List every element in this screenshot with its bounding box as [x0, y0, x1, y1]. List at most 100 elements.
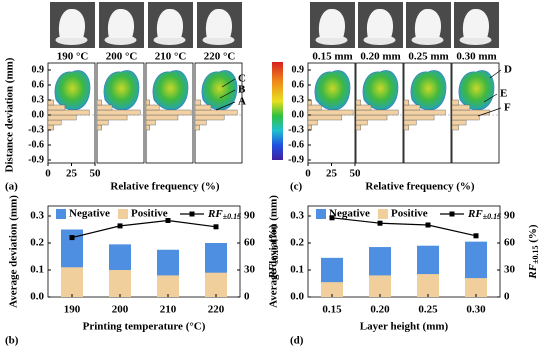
annotation: B [238, 84, 246, 96]
legend-marker [449, 211, 455, 217]
y2-tick-label: 90 [244, 210, 256, 222]
x-tick-label: 0.15 [322, 304, 342, 316]
panel-name: 200 °C [106, 51, 138, 63]
bar [321, 282, 343, 297]
histogram-bar [96, 114, 128, 121]
annotation: C [238, 73, 246, 85]
deviation-map [314, 70, 351, 111]
y2-axis-label-part: RF [527, 263, 539, 279]
histogram-bar [194, 109, 238, 116]
panel-name: 0.30 mm [456, 51, 496, 63]
y-tick-label: 0.9 [292, 64, 305, 75]
y2-axis-label: RF±0.15 (%) [527, 224, 540, 279]
legend-label: RF±0.15 [207, 208, 241, 221]
deviation-map [410, 70, 447, 111]
legend-label: RF±0.15 [467, 208, 501, 221]
plot-frame [47, 205, 241, 298]
bar [109, 270, 131, 297]
histogram-bar [355, 109, 399, 116]
x-axis-label: Relative frequency (%) [110, 181, 219, 193]
annotation-line [477, 107, 502, 117]
panel-name: 0.25 mm [408, 51, 448, 63]
y-tick-label: 0.3 [30, 210, 44, 222]
y2-axis-label-part: (%) [267, 224, 279, 245]
x-axis-label: Layer height (mm) [360, 321, 449, 333]
panel-name: 210 °C [155, 51, 187, 63]
histogram-bar [307, 124, 312, 131]
deviation-map [201, 70, 238, 111]
y2-axis-label-part: RF [267, 263, 279, 279]
deviation-map [152, 70, 189, 111]
panel-name: 220 °C [204, 51, 236, 63]
rf-marker [117, 223, 123, 229]
histogram-bar [307, 114, 343, 121]
y-axis-label: Average deviation (mm) [8, 195, 20, 308]
histogram-bar [307, 104, 322, 111]
y2-tick-label: 30 [504, 264, 516, 276]
legend-name: RF [467, 208, 483, 220]
x-axis-label: Printing temperature (°C) [83, 321, 206, 333]
rf-line [331, 217, 477, 237]
y-tick-label: 0.0 [32, 109, 45, 120]
histogram-bar [403, 114, 435, 121]
x-axis-label: Relative frequency (%) [365, 181, 474, 193]
legend-name: RF [207, 208, 223, 220]
panel-name: 0.15 mm [312, 51, 352, 63]
x-tick-label: 50 [350, 168, 362, 180]
histogram-bar [403, 109, 446, 116]
annotation-line [215, 101, 236, 111]
annotation-line [489, 69, 502, 79]
annotation: E [500, 88, 507, 100]
histogram-bar [307, 119, 318, 126]
legend-swatch [316, 209, 326, 219]
panel-label: (c) [290, 181, 303, 193]
histogram-bar [355, 124, 361, 131]
histogram-bar [403, 124, 409, 131]
annotation-line [483, 93, 498, 103]
x-tick-label: 200 [112, 304, 129, 316]
histogram-bar [47, 124, 54, 131]
legend-subscript: ±0.15 [223, 212, 241, 221]
histogram-bar [307, 109, 354, 116]
y2-tick-label: 0 [244, 291, 250, 303]
legend-label: Negative [329, 208, 370, 220]
histogram-bar [403, 104, 421, 111]
legend-subscript: ±0.15 [483, 212, 501, 221]
y-tick-label: -0.6 [288, 139, 304, 150]
y2-axis-label-part: (%) [527, 224, 539, 245]
y-tick-label: -0.3 [288, 124, 304, 135]
histogram-bar [145, 104, 160, 111]
y-tick-label: 0.9 [32, 64, 45, 75]
y-axis-label: Distance deviation (mm) [4, 57, 16, 172]
rf-marker [213, 224, 219, 230]
rf-marker [165, 218, 171, 223]
deviation-map [54, 70, 91, 111]
histogram-bar [307, 99, 312, 106]
bar [465, 278, 487, 297]
histogram-bar [145, 99, 150, 106]
y-tick-label: 0.1 [30, 264, 44, 276]
rf-marker [69, 235, 75, 241]
printed-part [414, 8, 442, 39]
y-tick-label: 0.0 [292, 109, 305, 120]
annotation-line [219, 89, 236, 99]
printed-part [107, 8, 135, 39]
rf-marker [425, 222, 431, 228]
histogram-bar [96, 124, 102, 131]
annotation: F [504, 102, 511, 114]
histogram-bar [47, 104, 66, 111]
histogram-bar [403, 99, 409, 106]
printed-part [462, 8, 490, 39]
histogram-bar [47, 99, 54, 106]
histogram-bar [194, 119, 207, 126]
deviation-map [103, 70, 140, 111]
legend-swatch [56, 209, 66, 219]
histogram-bar [47, 114, 77, 121]
histogram-bar [194, 104, 212, 111]
rf-marker [329, 215, 335, 221]
histogram-bar [355, 119, 368, 126]
histogram-bar [96, 104, 113, 111]
y-tick-label: -0.9 [28, 154, 44, 165]
rf-marker [377, 220, 383, 226]
histogram-bar [451, 124, 459, 131]
